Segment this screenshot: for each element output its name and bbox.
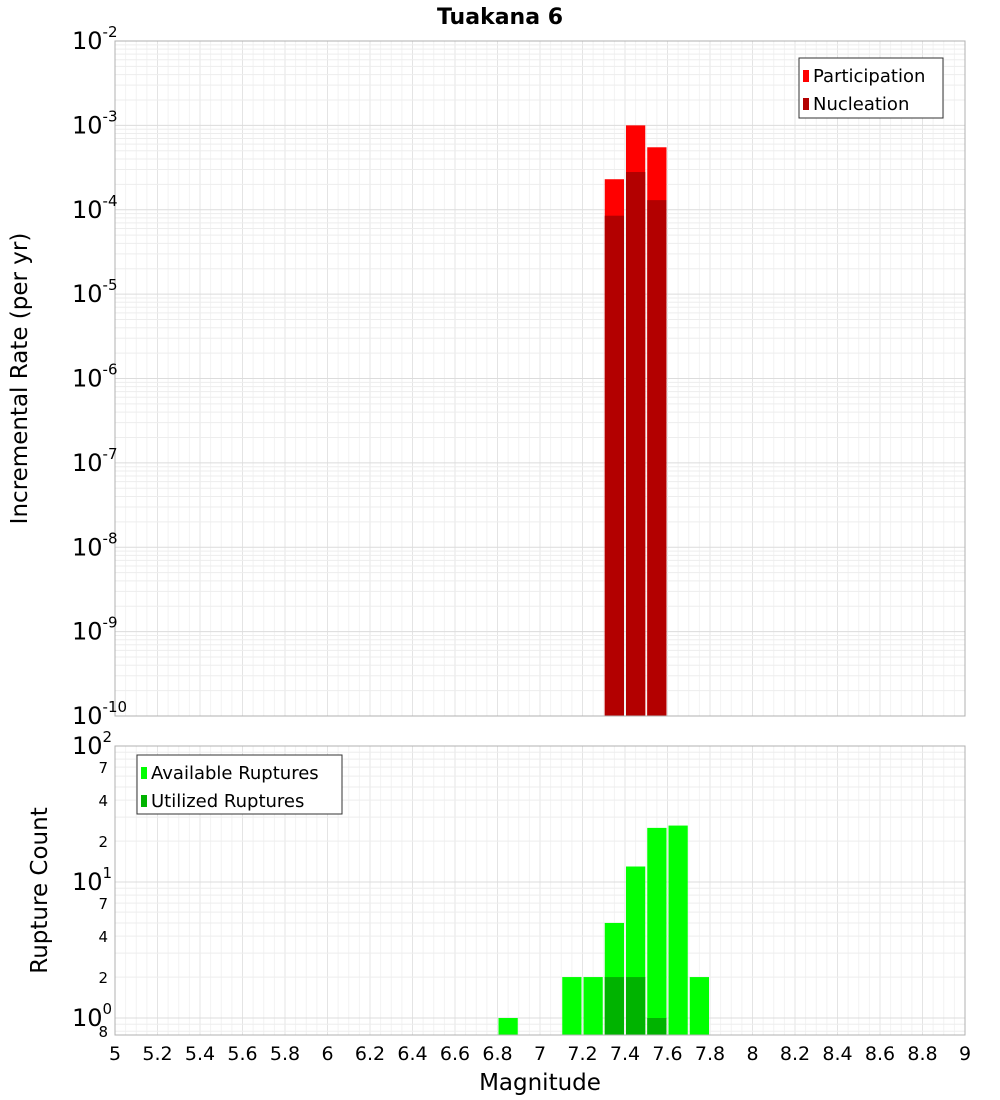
y-tick-label: 102: [72, 728, 112, 760]
top-legend: Participation Nucleation: [798, 57, 944, 119]
y-tick-label: 10-7: [72, 445, 118, 477]
top-bars: [604, 125, 667, 717]
x-tick-label: 8.4: [822, 1043, 852, 1065]
available-ruptures-bar: [689, 977, 709, 1035]
legend-utilized-ruptures-label: Utilized Ruptures: [151, 791, 304, 812]
x-tick-label: 7.8: [695, 1043, 725, 1065]
legend-nucleation-label: Nucleation: [813, 94, 909, 115]
bottom-grid: [114, 745, 966, 1035]
legend-available-ruptures-swatch: [141, 767, 147, 779]
x-tick-label: 6: [321, 1043, 333, 1065]
nucleation-bar: [626, 172, 646, 716]
y-tick-label: 10-10: [72, 698, 127, 730]
y-tick-label: 8: [98, 1023, 108, 1041]
legend-box: [136, 754, 343, 815]
y-tick-label: 7: [98, 895, 108, 913]
x-tick-label: 5.2: [142, 1043, 172, 1065]
top-plot-border: [114, 40, 966, 717]
nucleation-bar: [647, 200, 667, 716]
bottom-bars: [498, 825, 709, 1035]
legend-utilized-ruptures-swatch: [141, 795, 147, 807]
utilized-ruptures-bar: [647, 1018, 667, 1035]
available-ruptures-bar: [668, 825, 688, 1035]
x-tick-label: 5.6: [227, 1043, 257, 1065]
available-ruptures-bar: [562, 977, 582, 1035]
x-tick-label: 6.6: [440, 1043, 470, 1065]
utilized-ruptures-bar: [626, 977, 646, 1035]
y-tick-label: 10-9: [72, 614, 118, 646]
x-tick-label: 8.6: [865, 1043, 895, 1065]
y-tick-label: 10-4: [72, 192, 118, 224]
x-tick-label: 7.2: [567, 1043, 597, 1065]
x-tick-label: 7: [534, 1043, 546, 1065]
available-ruptures-bar: [583, 977, 603, 1035]
y-tick-label: 10-6: [72, 361, 118, 393]
legend-available-ruptures-label: Available Ruptures: [151, 763, 319, 784]
y-tick-label: 10-5: [72, 276, 118, 308]
y-tick-label: 7: [98, 759, 108, 777]
nucleation-bar: [604, 215, 624, 717]
available-ruptures-bar: [647, 827, 667, 1035]
y-tick-label: 4: [98, 928, 108, 946]
x-tick-label: 8: [746, 1043, 758, 1065]
legend-box: [798, 57, 944, 119]
y-tick-label: 10-2: [72, 23, 118, 55]
top-y-axis-label: Incremental Rate (per yr): [7, 233, 33, 525]
y-tick-label: 2: [98, 833, 108, 851]
y-tick-label: 10-3: [72, 107, 118, 139]
x-tick-label: 5: [109, 1043, 121, 1065]
top-panel: 10-2 10-3 10-4 10-5 10-6 10-7 10-8 10-9 10-10 In…: [7, 23, 966, 730]
y-tick-label: 100: [72, 1000, 112, 1032]
x-tick-label: 6.2: [355, 1043, 385, 1065]
top-y-ticks: 10-2 10-3 10-4 10-5 10-6 10-7 10-8 10-9 10-10: [72, 23, 127, 730]
y-tick-label: 2: [98, 969, 108, 987]
x-tick-label: 7.6: [652, 1043, 682, 1065]
x-ticks: 5 5.2 5.4 5.6 5.8 6 6.2 6.4 6.6 6.8 7 7.2 7.4 7.6 7.8 8…: [109, 1043, 971, 1065]
x-tick-label: 5.8: [270, 1043, 300, 1065]
utilized-ruptures-bar: [604, 977, 624, 1035]
legend-participation-swatch: [803, 70, 809, 82]
x-tick-label: 8.2: [780, 1043, 810, 1065]
bottom-legend: Available Ruptures Utilized Ruptures: [136, 754, 343, 815]
x-tick-label: 7.4: [610, 1043, 640, 1065]
y-tick-label: 10-8: [72, 529, 118, 561]
y-tick-label: 101: [72, 864, 112, 896]
x-axis-label: Magnitude: [479, 1070, 601, 1096]
available-ruptures-bar: [498, 1018, 518, 1035]
y-tick-label: 4: [98, 792, 108, 810]
x-tick-label: 8.8: [907, 1043, 937, 1065]
top-grid: [114, 41, 966, 717]
legend-nucleation-swatch: [803, 98, 809, 110]
legend-participation-label: Participation: [813, 66, 925, 87]
x-tick-label: 9: [959, 1043, 971, 1065]
bottom-plot-border: [114, 745, 966, 1036]
x-tick-label: 6.4: [397, 1043, 427, 1065]
bottom-y-axis-label: Rupture Count: [27, 807, 53, 973]
x-tick-label: 6.8: [482, 1043, 512, 1065]
chart-title: Tuakana 6: [437, 5, 563, 30]
x-tick-label: 5.4: [185, 1043, 215, 1065]
